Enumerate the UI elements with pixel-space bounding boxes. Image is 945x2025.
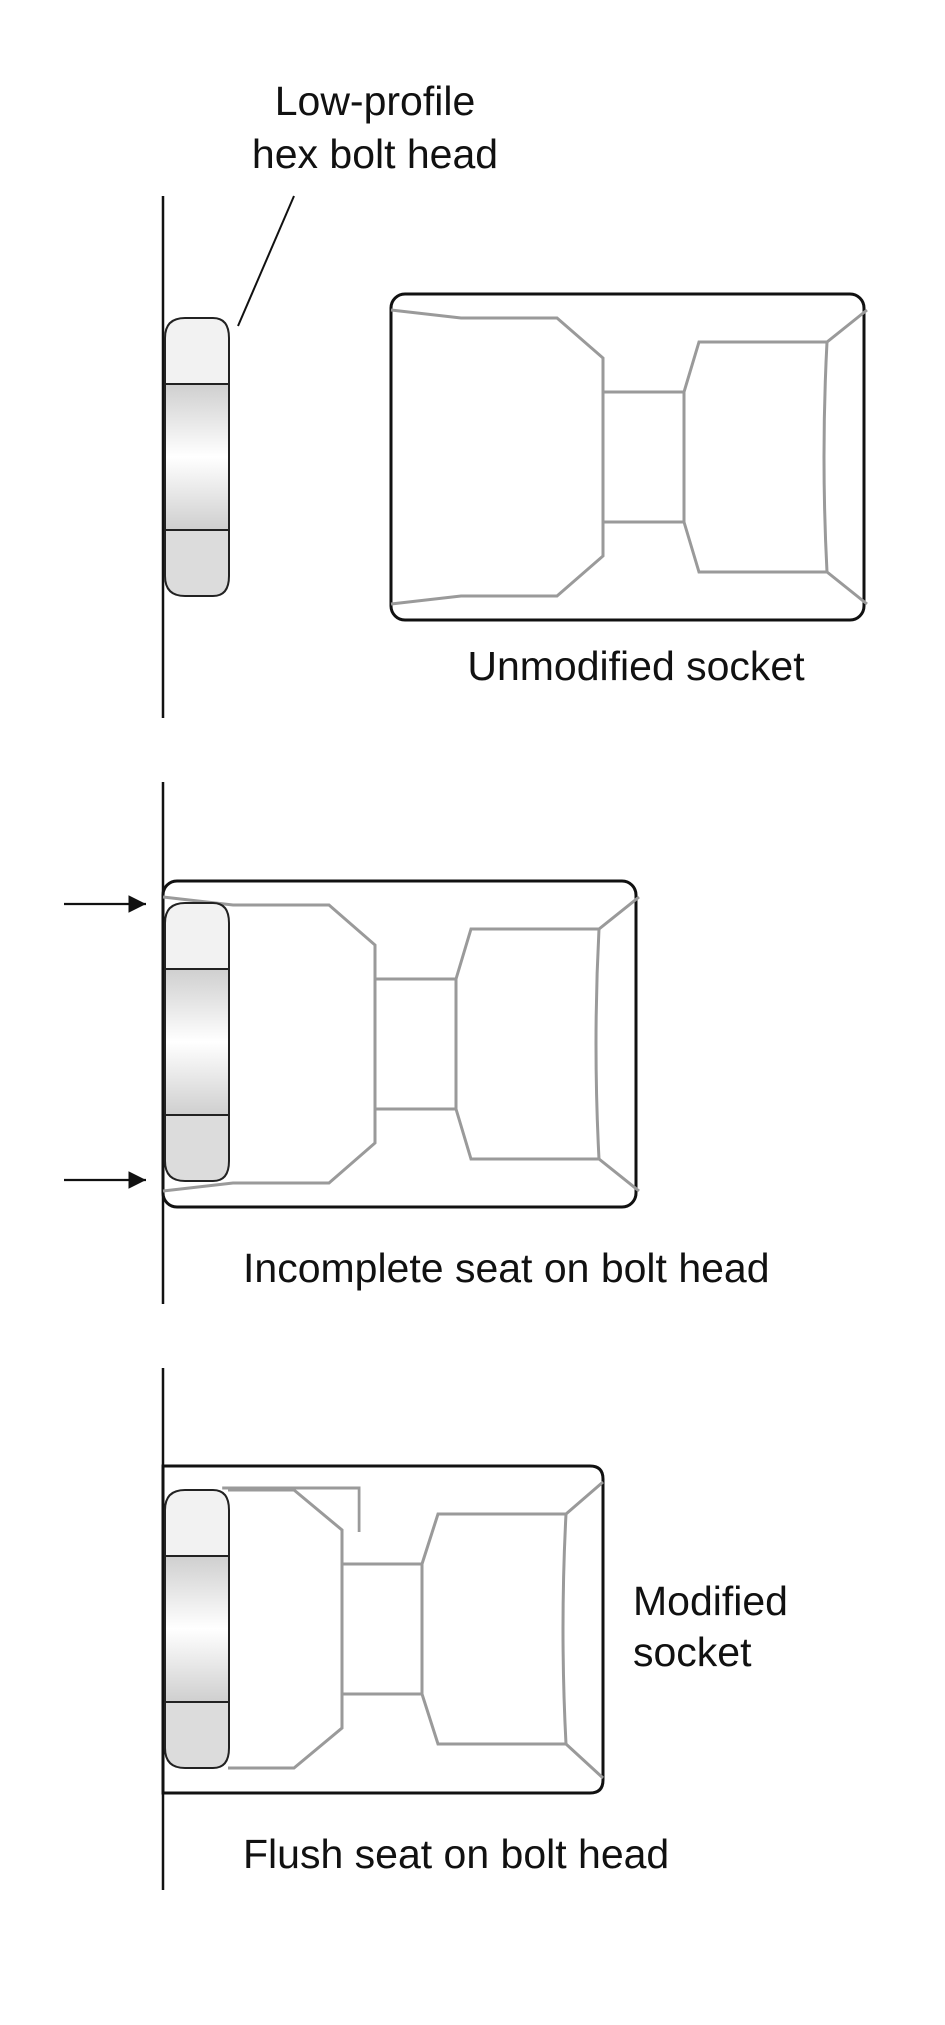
modified-socket-label-line1: Modified [633, 1578, 788, 1624]
hex-bolt-head [164, 1489, 230, 1769]
hex-bolt-head [164, 317, 230, 597]
modified-socket [161, 1464, 605, 1795]
unmodified-socket [389, 292, 869, 622]
panel-flush-seat: Modified socket Flush seat on bolt head [161, 1368, 788, 1890]
unmodified-socket-on-bolt [161, 879, 641, 1209]
flush-seat-label: Flush seat on bolt head [243, 1831, 669, 1877]
bolt-head-label-line1: Low-profile [275, 78, 476, 124]
modified-socket-label-line2: socket [633, 1629, 752, 1675]
hex-bolt-head [164, 902, 230, 1182]
panel-incomplete-seat: Incomplete seat on bolt head [64, 782, 770, 1304]
bolt-head-label-line2: hex bolt head [252, 131, 498, 177]
bolt-head-leader-line [237, 195, 295, 327]
unmodified-socket-label: Unmodified socket [467, 643, 805, 689]
incomplete-seat-label: Incomplete seat on bolt head [243, 1245, 770, 1291]
panel-unmodified: Low-profile hex bolt head Unmodified soc… [161, 78, 869, 718]
